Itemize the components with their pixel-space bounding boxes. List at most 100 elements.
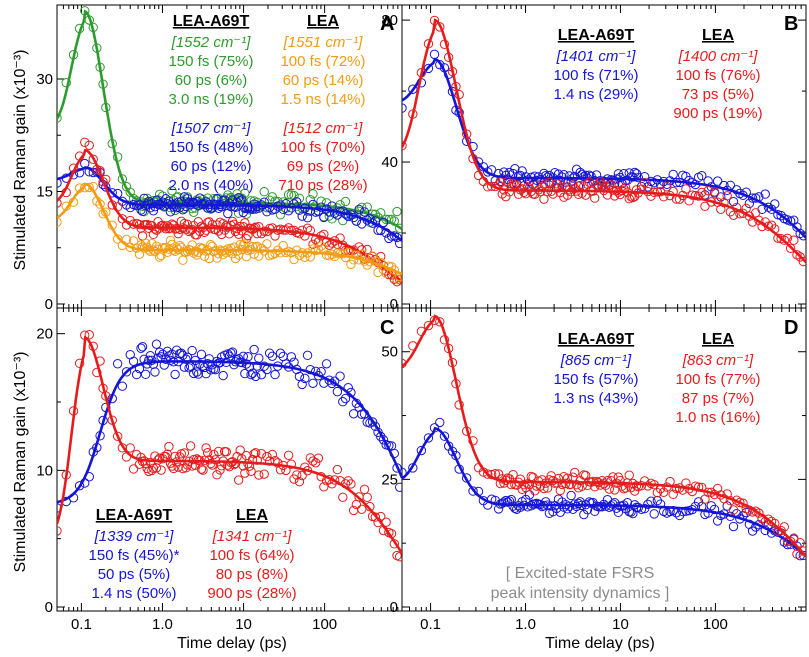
data-point (273, 458, 283, 468)
data-point (302, 350, 313, 361)
data-point (184, 197, 194, 208)
data-point (468, 486, 478, 496)
data-point (703, 185, 713, 196)
data-point (195, 359, 205, 369)
data-point (181, 224, 191, 234)
data-point (631, 185, 642, 195)
legend-parameter: 60 ps (12%) (171, 158, 252, 175)
data-point (230, 202, 241, 213)
data-point (319, 212, 329, 223)
data-point (246, 369, 256, 380)
data-point (519, 479, 529, 490)
data-point (530, 486, 540, 496)
data-point (395, 223, 402, 233)
data-point (193, 216, 204, 227)
data-point (798, 550, 806, 561)
legend-header: LEA-A69T (96, 507, 173, 524)
data-point (754, 508, 764, 518)
data-point (201, 443, 211, 453)
data-point (785, 536, 796, 547)
x-tick-label: 10 (235, 616, 252, 633)
legend-parameter: 100 fs (72%) (280, 53, 365, 70)
data-point (798, 546, 806, 556)
data-point (747, 193, 758, 203)
legend-header: LEA-A69T (558, 27, 635, 44)
data-point (221, 447, 231, 457)
data-point (539, 483, 549, 494)
data-point (154, 453, 165, 463)
data-point (697, 187, 707, 198)
data-point (526, 471, 536, 482)
data-point (198, 465, 208, 475)
x-tick-label: 100 (312, 616, 337, 633)
data-point (292, 470, 302, 480)
legend-header: LEA (236, 507, 268, 524)
data-point (204, 253, 214, 264)
legend-wavenumber: [1400 cm⁻¹] (678, 48, 759, 65)
data-point (57, 178, 62, 188)
data-point (297, 470, 307, 481)
data-point (362, 244, 372, 255)
data-point (395, 482, 402, 492)
data-point (267, 449, 278, 460)
data-point (165, 458, 176, 468)
legend-parameter: 100 fs (77%) (675, 371, 760, 388)
data-point (176, 216, 187, 227)
data-point (687, 486, 697, 497)
data-point (693, 497, 704, 507)
data-point (212, 470, 222, 480)
data-point (402, 141, 407, 151)
data-point (147, 355, 157, 365)
data-point (795, 538, 805, 548)
data-point (297, 379, 307, 390)
data-point (270, 231, 280, 241)
x-axis-label-left: Time delay (ps) (177, 635, 287, 652)
data-point (262, 451, 272, 462)
data-point (168, 463, 179, 474)
data-point (483, 469, 493, 479)
data-point (693, 482, 704, 492)
data-point (74, 481, 85, 491)
data-point (128, 464, 139, 474)
fit-line (57, 335, 402, 554)
data-point (362, 492, 372, 502)
data-point (305, 364, 315, 375)
data-point (423, 63, 434, 74)
data-point (744, 198, 755, 209)
panel-b: 0 40 80 LEA-A69T [1401 cm⁻¹] 100 fs (71%) 1.4 … (381, 5, 807, 313)
data-point (286, 459, 297, 469)
data-point (690, 190, 701, 201)
plot-area (402, 314, 806, 561)
x-tick-label: 100 (703, 616, 728, 633)
data-point (324, 251, 334, 261)
data-point (148, 359, 159, 369)
data-point (57, 217, 62, 227)
data-point (308, 378, 318, 389)
data-point (785, 243, 796, 254)
data-point (150, 201, 160, 212)
data-point (354, 204, 364, 215)
data-point (229, 459, 239, 470)
data-point (728, 521, 739, 532)
data-point (338, 492, 348, 502)
data-point (247, 368, 258, 378)
data-point (792, 549, 802, 559)
plot-area (57, 330, 402, 562)
legend-wavenumber: [1339 cm⁻¹] (94, 528, 175, 545)
data-point (196, 464, 207, 474)
data-point (173, 228, 183, 239)
panel-d-frame (401, 307, 807, 612)
data-point (256, 449, 267, 459)
legend-parameter: 100 fs (71%) (553, 67, 638, 84)
legend-parameter: 150 fs (48%) (168, 139, 253, 156)
data-point (615, 475, 625, 486)
data-point (321, 359, 332, 369)
data-point (712, 516, 723, 526)
data-point (501, 191, 511, 202)
legend-wavenumber: [1551 cm⁻¹] (283, 34, 364, 51)
data-point (776, 210, 786, 221)
panel-c: 0 10 20 0.1 1.0 10 100 LEA-A69T [1339 cm⁻¹] 150 f… (36, 308, 403, 633)
data-point (508, 470, 518, 480)
data-point (311, 458, 321, 468)
legend-wavenumber: [1552 cm⁻¹] (171, 34, 252, 51)
